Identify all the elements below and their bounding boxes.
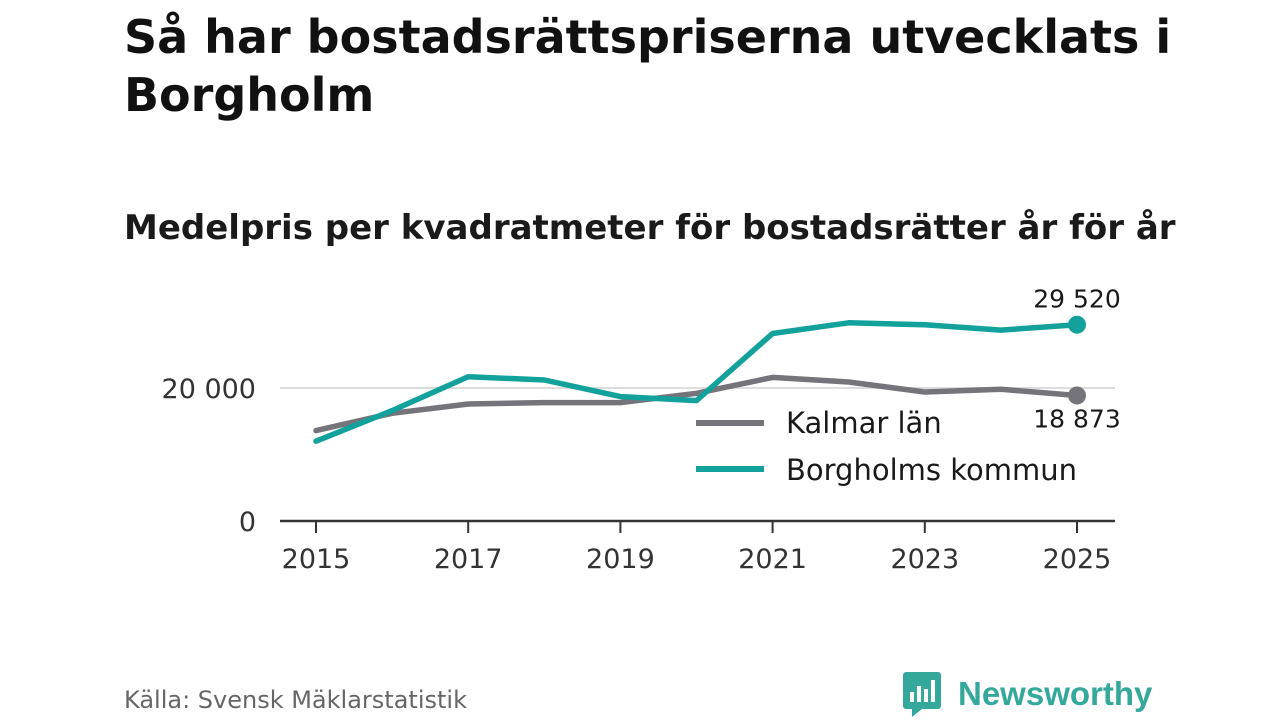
y-tick-label: 20 000 bbox=[162, 374, 256, 405]
legend-label-kalmar: Kalmar län bbox=[786, 406, 942, 440]
y-axis-ticks: 0 20 000 bbox=[162, 374, 256, 538]
x-tick-label: 2019 bbox=[586, 544, 655, 575]
chart-title: Så har bostadsrättspriserna utvecklats i… bbox=[124, 10, 1172, 122]
x-tick-label: 2017 bbox=[434, 544, 503, 575]
series-lines: 29 520 18 873 bbox=[313, 285, 1121, 444]
x-tick-label: 2025 bbox=[1043, 544, 1112, 575]
series-line-borgholm bbox=[313, 320, 1080, 444]
x-tick-label: 2021 bbox=[738, 544, 807, 575]
newsworthy-logo-icon bbox=[903, 672, 941, 717]
x-tick-label: 2023 bbox=[890, 544, 959, 575]
series-line-kalmar bbox=[313, 374, 1080, 434]
chart-subtitle: Medelpris per kvadratmeter för bostadsrä… bbox=[124, 208, 1176, 248]
y-tick-label: 0 bbox=[239, 507, 256, 538]
legend-label-borgholm: Borgholms kommun bbox=[786, 453, 1077, 487]
brand-name: Newsworthy bbox=[958, 675, 1153, 712]
legend: Kalmar län Borgholms kommun bbox=[696, 406, 1077, 487]
end-point-borgholm bbox=[1068, 315, 1086, 334]
line-chart: 0 20 000 2015 2017 2019 2021 2023 2025 29 520 1… bbox=[162, 285, 1121, 575]
brand[interactable]: Newsworthy bbox=[902, 670, 1152, 718]
end-label-kalmar: 18 873 bbox=[1033, 404, 1120, 433]
x-axis: 2015 2017 2019 2021 2023 2025 bbox=[280, 519, 1115, 575]
end-label-borgholm: 29 520 bbox=[1033, 285, 1120, 314]
source-note: Källa: Svensk Mäklarstatistik bbox=[124, 686, 467, 714]
end-point-kalmar bbox=[1068, 386, 1086, 405]
x-tick-label: 2015 bbox=[282, 544, 351, 575]
